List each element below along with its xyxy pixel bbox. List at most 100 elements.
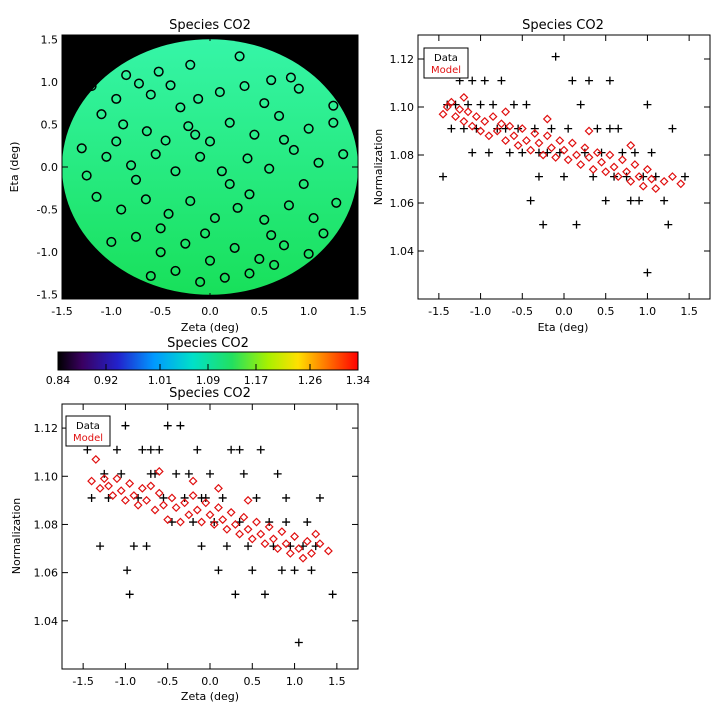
zeta-data-point — [256, 445, 265, 454]
eta-data-point — [547, 124, 556, 133]
map-point — [285, 72, 296, 83]
map-point — [234, 51, 245, 62]
eta-model-point — [567, 138, 577, 148]
eta-model-point — [505, 121, 515, 131]
zeta-data-point — [146, 469, 155, 478]
zeta-model-point — [264, 522, 274, 532]
eta-model-point — [471, 112, 481, 122]
eta-data-point — [618, 148, 627, 157]
zeta-data-point — [112, 445, 121, 454]
map-point — [118, 119, 129, 130]
zeta-data-point — [100, 469, 109, 478]
eta-data-point — [614, 124, 623, 133]
eta-data-point — [505, 148, 514, 157]
eta-model-point — [597, 157, 606, 167]
colorbar-tick-label: 1.26 — [298, 374, 323, 387]
zeta-data-point — [163, 421, 172, 430]
eta-model-point — [622, 167, 632, 177]
zeta-model-point — [209, 520, 219, 529]
map-point — [185, 59, 196, 70]
eta-model-point — [442, 102, 452, 112]
zeta-model-point — [133, 500, 143, 510]
zeta-model-point — [298, 553, 308, 563]
eta-data-point — [626, 196, 635, 205]
eta-model-point — [617, 155, 627, 165]
zeta-model-point — [188, 476, 198, 486]
eta-model-point — [496, 119, 506, 129]
eta-model-point — [513, 140, 523, 150]
zeta-legend-box — [65, 415, 111, 447]
map-point — [195, 151, 206, 162]
map-point — [111, 136, 122, 147]
map-point — [209, 213, 220, 224]
map-point — [160, 135, 171, 146]
eta-data-point — [484, 148, 493, 157]
zeta-model-point — [108, 491, 118, 500]
eta-data-point — [622, 172, 631, 181]
map-point — [163, 208, 174, 219]
eta-data-point — [580, 148, 589, 157]
eta-model-point — [530, 128, 540, 138]
eta-model-point — [534, 138, 544, 148]
eta-model-point — [522, 136, 531, 146]
eta-data-point — [464, 100, 473, 109]
map-point — [101, 151, 112, 162]
map-point — [170, 265, 181, 276]
eta-model-point — [609, 162, 619, 172]
map-point — [266, 75, 277, 86]
zeta-data-point — [282, 493, 291, 502]
map-x-tick-label: 1.5 — [349, 305, 367, 318]
zeta-data-point — [248, 566, 257, 575]
eta-y-tick-label: 1.10 — [390, 101, 415, 114]
eta-data-point — [601, 196, 610, 205]
colorbar: Species CO2 0.84 0.92 1.01 1.09 1.17 1.26 1.34 — [46, 336, 371, 387]
zeta-x-tick-label: 0.0 — [201, 675, 219, 688]
zeta-y-axis: 1.04 1.06 1.08 1.10 1.12 — [34, 422, 358, 628]
zeta-model-point — [273, 544, 283, 553]
map-point — [313, 157, 324, 168]
map-point — [249, 129, 260, 140]
eta-data-point — [509, 100, 518, 109]
eta-legend-model: Model — [431, 65, 461, 76]
eta-model-point — [642, 164, 652, 174]
eta-data-point — [522, 100, 531, 109]
map-point — [195, 276, 206, 288]
eta-x-tick-label: -1.5 — [428, 305, 449, 318]
eta-x-tick-label: -1.0 — [470, 305, 491, 318]
eta-model-point — [438, 109, 448, 119]
eta-data-point — [489, 100, 498, 109]
map-point — [204, 255, 216, 266]
eta-model-point — [676, 179, 686, 189]
zeta-data-point — [218, 493, 227, 502]
eta-model-point — [651, 184, 661, 194]
map-point — [145, 270, 156, 282]
zeta-model-point — [91, 454, 101, 464]
eta-data-point — [585, 76, 594, 85]
zeta-data-point — [315, 493, 324, 502]
eta-data-point — [459, 124, 468, 133]
zeta-model-point — [294, 544, 304, 553]
zeta-model-point — [87, 476, 97, 486]
map-point — [303, 123, 314, 134]
map-point — [283, 200, 294, 211]
map-point — [66, 225, 77, 236]
map-point — [259, 98, 270, 109]
zeta-y-label: Normalization — [10, 498, 23, 574]
map-x-axis: -1.5 -1.0 -0.5 0.0 0.5 1.0 1.5 — [51, 35, 367, 318]
map-point — [106, 236, 117, 247]
eta-model-point — [538, 150, 548, 160]
map-point — [165, 80, 176, 91]
zeta-model-point — [302, 536, 312, 546]
map-point — [121, 69, 132, 81]
zeta-x-tick-label: -1.5 — [72, 675, 93, 688]
zeta-model-point — [201, 498, 211, 508]
eta-x-label: Eta (deg) — [538, 321, 589, 334]
eta-model-point — [501, 107, 511, 117]
map-point — [244, 268, 255, 279]
eta-data-point — [530, 124, 539, 133]
zeta-model-point — [205, 510, 215, 520]
eta-data-point — [447, 124, 456, 133]
zeta-model-point — [235, 529, 245, 539]
zeta-model-point — [180, 498, 190, 508]
map-point — [145, 89, 156, 100]
